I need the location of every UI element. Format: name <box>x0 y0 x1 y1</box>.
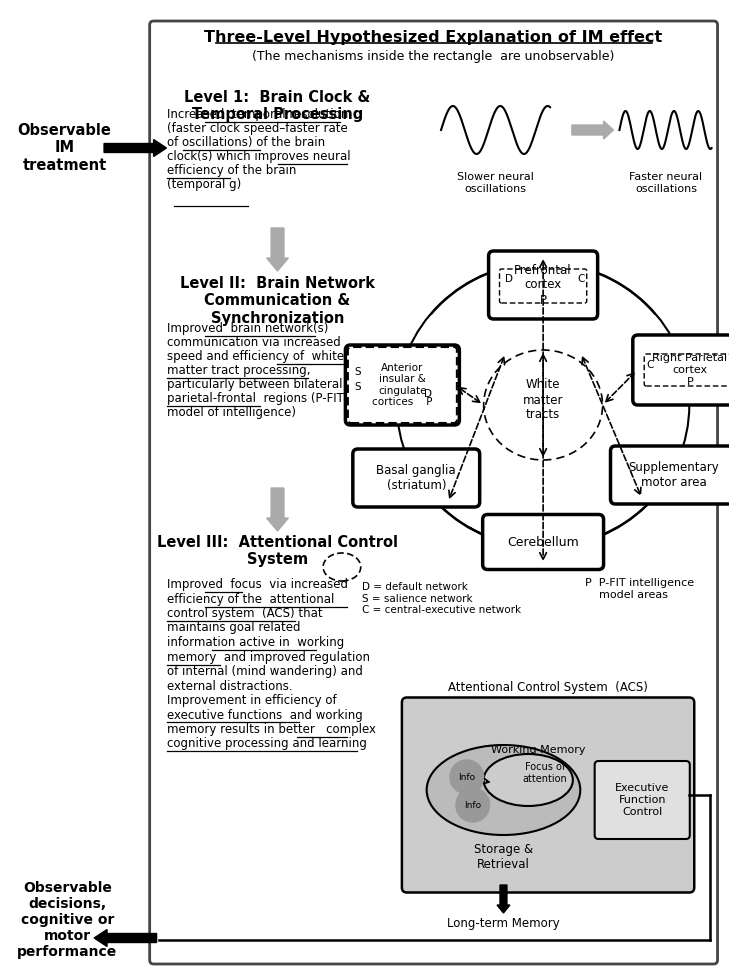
Text: Level 1:  Brain Clock &
Temporal Processing: Level 1: Brain Clock & Temporal Processi… <box>185 90 371 122</box>
Text: control system  (ACS) that: control system (ACS) that <box>166 607 322 620</box>
Text: external distractions.: external distractions. <box>166 679 292 693</box>
Text: efficiency of the  attentional: efficiency of the attentional <box>166 592 334 605</box>
Text: C: C <box>646 360 654 370</box>
FancyArrow shape <box>94 929 157 947</box>
Ellipse shape <box>427 745 580 835</box>
FancyArrow shape <box>104 140 166 156</box>
Text: Executive
Function
Control: Executive Function Control <box>615 784 670 817</box>
Text: clock(s) which improves neural: clock(s) which improves neural <box>166 150 350 163</box>
FancyArrow shape <box>266 228 289 271</box>
Text: Prefrontal
cortex
P: Prefrontal cortex P <box>514 264 572 306</box>
Text: Improved  brain network(s): Improved brain network(s) <box>166 322 328 335</box>
Text: Observable
decisions,
cognitive or
motor
performance: Observable decisions, cognitive or motor… <box>17 880 118 959</box>
Text: Info: Info <box>459 772 475 782</box>
FancyBboxPatch shape <box>149 21 718 964</box>
Text: Supplementary
motor area: Supplementary motor area <box>629 461 719 489</box>
FancyBboxPatch shape <box>483 514 604 570</box>
FancyBboxPatch shape <box>402 698 694 892</box>
Text: Cerebellum: Cerebellum <box>507 536 579 549</box>
Text: maintains goal related: maintains goal related <box>166 622 300 634</box>
Text: Level III:  Attentional Control
System: Level III: Attentional Control System <box>157 535 398 567</box>
FancyArrow shape <box>497 885 510 913</box>
Text: cognitive processing and learning: cognitive processing and learning <box>166 738 367 751</box>
Text: speed and efficiency of  white: speed and efficiency of white <box>166 350 344 363</box>
FancyBboxPatch shape <box>610 446 736 504</box>
Text: of internal (mind wandering) and: of internal (mind wandering) and <box>166 665 362 678</box>
FancyArrow shape <box>266 488 289 531</box>
Text: D = default network
S = salience network
C = central-executive network: D = default network S = salience network… <box>362 582 521 615</box>
Text: Basal ganglia
(striatum): Basal ganglia (striatum) <box>376 464 456 492</box>
Text: information active in  working: information active in working <box>166 636 344 649</box>
Text: P  P-FIT intelligence
    model areas: P P-FIT intelligence model areas <box>584 578 694 599</box>
FancyBboxPatch shape <box>595 761 690 839</box>
Text: Improvement in efficiency of: Improvement in efficiency of <box>166 694 336 707</box>
Text: Faster neural
oscillations: Faster neural oscillations <box>629 172 703 193</box>
FancyBboxPatch shape <box>633 335 736 405</box>
FancyBboxPatch shape <box>353 449 480 507</box>
Text: Anterior
insular &
cingulate
cortices    P: Anterior insular & cingulate cortices P <box>372 363 433 407</box>
Ellipse shape <box>484 350 603 460</box>
Text: Three-Level Hypothesized Explanation of IM effect: Three-Level Hypothesized Explanation of … <box>204 30 662 45</box>
Text: Long-term Memory: Long-term Memory <box>447 916 560 929</box>
Text: executive functions  and working: executive functions and working <box>166 709 362 721</box>
Ellipse shape <box>484 754 573 806</box>
Text: efficiency of the brain: efficiency of the brain <box>166 164 296 177</box>
Text: Improved  focus  via increased: Improved focus via increased <box>166 578 347 591</box>
Text: Slower neural
oscillations: Slower neural oscillations <box>457 172 534 193</box>
Text: Focus of
attention: Focus of attention <box>523 762 567 784</box>
Text: Attentional Control System  (ACS): Attentional Control System (ACS) <box>448 681 648 695</box>
Text: memory results in better   complex: memory results in better complex <box>166 723 375 736</box>
Text: S: S <box>355 367 361 377</box>
Text: parietal-frontal  regions (P-FIT: parietal-frontal regions (P-FIT <box>166 392 344 405</box>
Circle shape <box>456 788 489 822</box>
Text: C: C <box>578 274 585 284</box>
Circle shape <box>450 760 484 794</box>
Text: (faster clock speed–faster rate: (faster clock speed–faster rate <box>166 122 347 135</box>
Text: particularly between bilateral: particularly between bilateral <box>166 378 342 391</box>
Text: Storage &
Retrieval: Storage & Retrieval <box>474 843 533 871</box>
Text: S: S <box>355 382 361 392</box>
Text: Increased  temporal resolution: Increased temporal resolution <box>166 108 347 121</box>
Text: communication via increased: communication via increased <box>166 336 340 349</box>
Text: White
matter
tracts: White matter tracts <box>523 379 563 422</box>
Text: Info: Info <box>464 800 481 809</box>
Text: memory  and improved regulation: memory and improved regulation <box>166 650 369 664</box>
FancyBboxPatch shape <box>489 251 598 319</box>
FancyArrow shape <box>572 121 614 139</box>
FancyBboxPatch shape <box>345 345 459 425</box>
Text: D: D <box>506 274 514 284</box>
Text: matter tract processing,: matter tract processing, <box>166 364 310 377</box>
Text: (temporal g): (temporal g) <box>166 178 241 191</box>
Text: Right Parietal
cortex
P: Right Parietal cortex P <box>652 353 727 386</box>
Text: Level II:  Brain Network
Communication &
Synchronization: Level II: Brain Network Communication & … <box>180 276 375 326</box>
Text: Observable
IM
treatment: Observable IM treatment <box>18 123 111 173</box>
Text: model of intelligence): model of intelligence) <box>166 406 295 419</box>
Text: Working Memory: Working Memory <box>491 745 585 755</box>
Text: D: D <box>424 389 432 399</box>
Text: (The mechanisms inside the rectangle  are unobservable): (The mechanisms inside the rectangle are… <box>252 50 615 63</box>
Text: of oscillations) of the brain: of oscillations) of the brain <box>166 136 325 149</box>
